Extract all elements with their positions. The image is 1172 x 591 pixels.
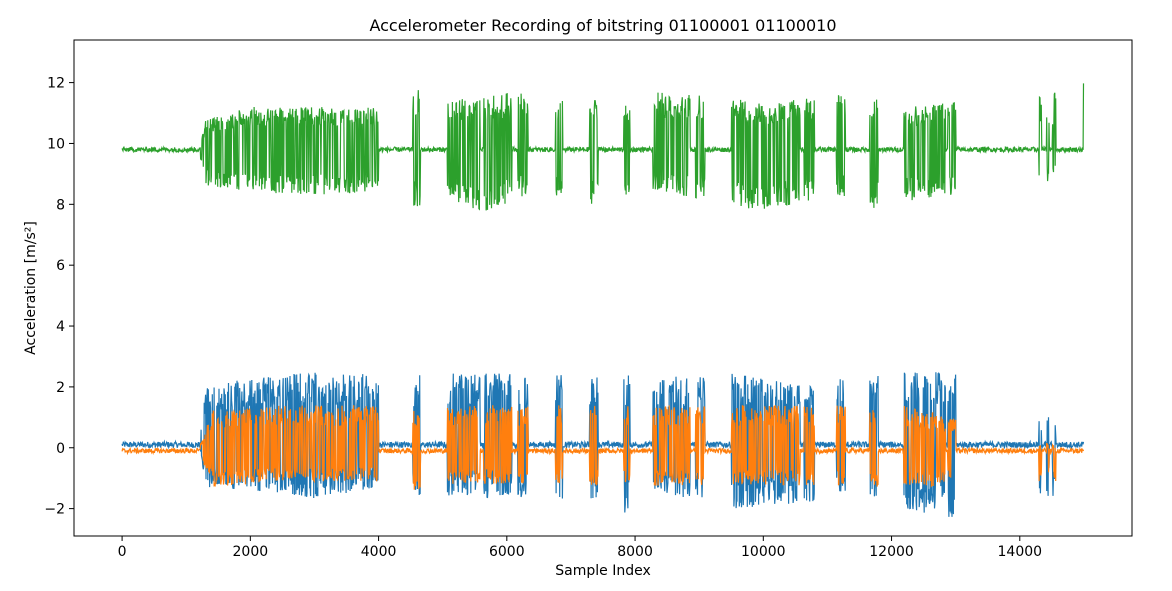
y-tick-label: 0: [56, 441, 65, 457]
x-axis: 0 2000 4000 6000 8000 10000 12000 14000: [118, 536, 1042, 560]
x-tick-label: 2000: [233, 544, 269, 560]
chart-title: Accelerometer Recording of bitstring 011…: [369, 16, 836, 35]
y-tick-label: 4: [56, 319, 65, 335]
x-axis-label: Sample Index: [555, 563, 650, 579]
series-line-1: [121, 371, 1085, 517]
y-tick-label: 2: [56, 380, 65, 396]
x-tick-label: 10000: [741, 544, 786, 560]
plot-frame: [73, 39, 1133, 537]
x-tick-label: 6000: [489, 544, 525, 560]
plot-area: [121, 83, 1085, 517]
x-tick-label: 12000: [869, 544, 914, 560]
y-axis: −2 0 2 4 6 8 10 12: [44, 76, 74, 518]
y-tick-label: 12: [47, 76, 65, 92]
x-tick-label: 14000: [998, 544, 1043, 560]
y-tick-label: −2: [44, 502, 65, 518]
y-axis-label: Acceleration [m/s²]: [23, 221, 39, 355]
x-tick-label: 0: [118, 544, 127, 560]
series-line-2: [121, 405, 1085, 490]
y-tick-label: 6: [56, 258, 65, 274]
series-line-3: [121, 83, 1085, 211]
y-tick-label: 8: [56, 197, 65, 213]
y-tick-label: 10: [47, 136, 65, 152]
x-tick-label: 8000: [617, 544, 653, 560]
x-tick-label: 4000: [361, 544, 397, 560]
